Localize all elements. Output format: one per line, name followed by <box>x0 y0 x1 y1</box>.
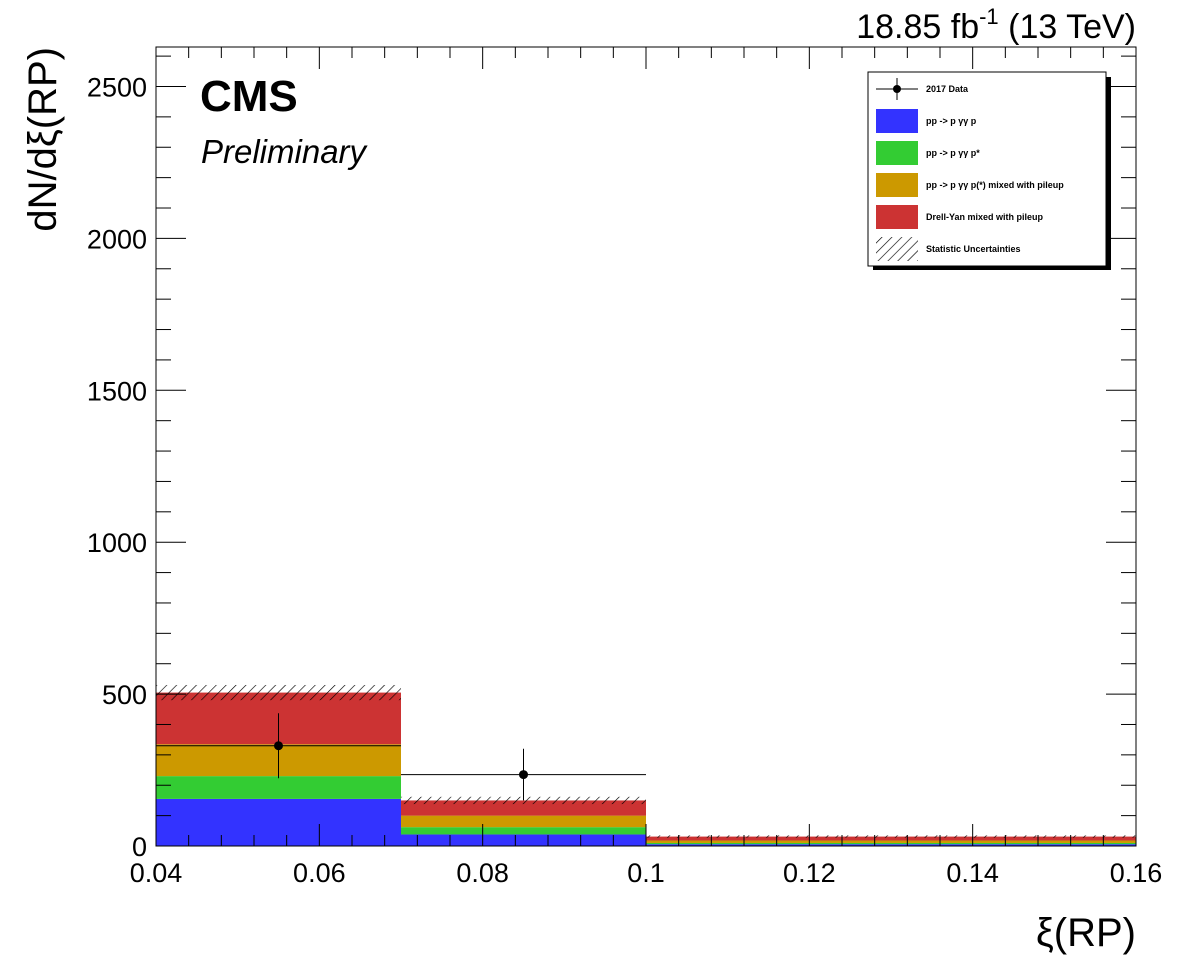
bar-series2-bin1 <box>401 815 646 828</box>
x-tick-label-5: 0.14 <box>946 858 999 888</box>
y-tick-label-1: 500 <box>102 680 147 710</box>
x-tick-label-2: 0.08 <box>456 858 509 888</box>
legend: 2017 Data pp -> p γγ p pp -> p γγ p* pp -> … <box>867 71 1111 270</box>
x-tick-label-3: 0.1 <box>627 858 665 888</box>
legend-label-5: Statistic Uncertainties <box>926 244 1021 254</box>
y-axis-title: dN/dξ(RP) <box>21 47 65 232</box>
bar-series0-bin1 <box>401 834 646 846</box>
cms-label: CMS <box>200 72 298 121</box>
x-tick-label-4: 0.12 <box>783 858 836 888</box>
luminosity-label: 18.85 fb-1 (13 TeV) <box>856 4 1136 46</box>
legend-label-4: Drell-Yan mixed with pileup <box>926 212 1044 222</box>
bar-series1-bin2 <box>646 842 1136 845</box>
axes: 0.04 0.06 0.08 0.1 0.12 0.14 0.16 0 500 1000 1500 2… <box>87 47 1162 888</box>
bar-series1-bin0 <box>156 776 401 799</box>
uncertainty-band-bin0 <box>156 684 401 701</box>
x-tick-label-1: 0.06 <box>293 858 346 888</box>
data-points <box>156 713 646 801</box>
legend-label-0: 2017 Data <box>926 84 969 94</box>
legend-items: 2017 Data pp -> p γγ p pp -> p γγ p* pp -> … <box>876 78 1064 261</box>
y-tick-label-5: 2500 <box>87 72 147 102</box>
y-tick-label-2: 1000 <box>87 528 147 558</box>
legend-swatch-3 <box>876 173 918 197</box>
legend-box <box>867 71 1107 267</box>
legend-label-1: pp -> p γγ p <box>926 116 977 126</box>
x-axis-title: ξ(RP) <box>1036 911 1136 955</box>
bar-series2-bin2 <box>646 840 1136 843</box>
legend-swatch-1 <box>876 109 918 133</box>
legend-marker-0 <box>893 85 901 93</box>
x-tick-label-0: 0.04 <box>130 858 183 888</box>
y-tick-label-0: 0 <box>132 832 147 862</box>
legend-swatch-4 <box>876 205 918 229</box>
y-tick-label-4: 2000 <box>87 224 147 254</box>
y-tick-label-3: 1500 <box>87 376 147 406</box>
data-point-1 <box>519 770 528 780</box>
data-point-0 <box>274 741 283 751</box>
bar-series0-bin2 <box>646 844 1136 846</box>
stacked-bars <box>156 692 1136 846</box>
bar-series1-bin1 <box>401 827 646 835</box>
bar-series0-bin0 <box>156 798 401 846</box>
bar-series3-bin2 <box>646 836 1136 841</box>
legend-label-3: pp -> p γγ p(*) mixed with pileup <box>926 180 1064 190</box>
legend-hatch-swatch-5 <box>876 237 918 261</box>
bar-series3-bin1 <box>401 800 646 816</box>
x-tick-label-6: 0.16 <box>1110 858 1163 888</box>
preliminary-label: Preliminary <box>201 133 369 170</box>
uncertainty-band-bin2 <box>646 835 1136 838</box>
legend-swatch-2 <box>876 141 918 165</box>
legend-label-2: pp -> p γγ p* <box>926 148 980 158</box>
